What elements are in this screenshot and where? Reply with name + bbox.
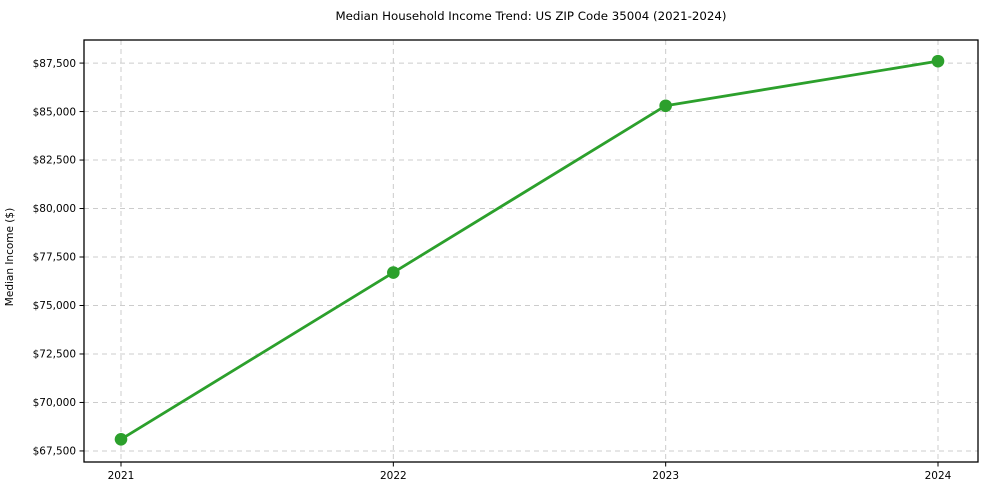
y-tick-label: $72,500 xyxy=(33,349,76,361)
x-tick-label: 2024 xyxy=(925,470,952,482)
y-tick-label: $77,500 xyxy=(33,252,76,264)
data-point-marker xyxy=(931,54,945,68)
y-tick-label: $82,500 xyxy=(33,155,76,167)
x-tick-label: 2023 xyxy=(652,470,679,482)
data-point-marker xyxy=(114,433,128,446)
plot-border xyxy=(83,39,979,463)
x-tick-label: 2022 xyxy=(380,470,407,482)
y-tick-label: $70,000 xyxy=(33,397,76,409)
chart-title: Median Household Income Trend: US ZIP Co… xyxy=(335,9,727,23)
y-tick-label: $75,000 xyxy=(33,300,76,312)
y-tick-label: $85,000 xyxy=(33,106,76,118)
data-point-marker xyxy=(659,99,672,113)
y-tick-label: $67,500 xyxy=(33,446,76,458)
data-point-marker xyxy=(387,266,400,279)
x-tick-label: 2021 xyxy=(108,470,135,482)
y-tick-label: $80,000 xyxy=(33,203,76,215)
trend-line xyxy=(119,59,940,441)
y-tick-label: $87,500 xyxy=(33,58,76,70)
